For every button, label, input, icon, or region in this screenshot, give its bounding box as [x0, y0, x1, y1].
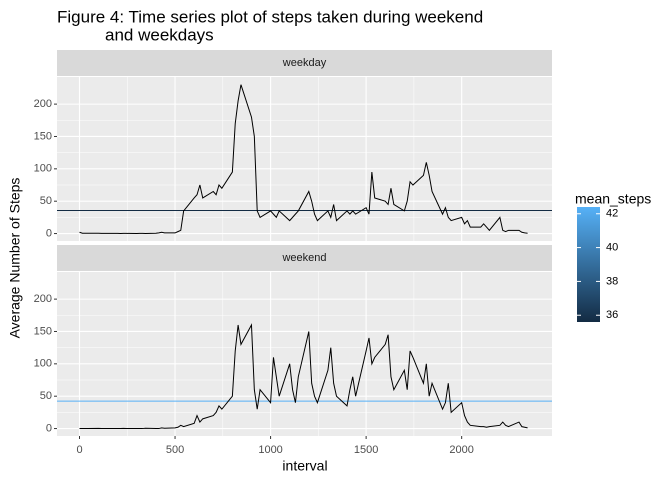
y-tick-label: 0: [46, 227, 52, 239]
colorbar: [577, 207, 600, 322]
strip: [57, 245, 552, 271]
y-tick-label: 200: [34, 98, 52, 110]
legend-tick-label: 40: [606, 241, 618, 253]
x-axis-label: interval: [282, 458, 327, 474]
chart-title: Figure 4: Time series plot of steps take…: [57, 7, 483, 26]
y-tick-label: 0: [46, 422, 52, 434]
legend-title: mean_steps: [575, 191, 651, 207]
legend-tick-label: 38: [606, 275, 618, 287]
panel-background: [57, 272, 552, 436]
y-tick-label: 100: [34, 163, 52, 175]
y-tick-label: 150: [34, 325, 52, 337]
legend-tick-label: 42: [606, 208, 618, 220]
y-tick-label: 200: [34, 293, 52, 305]
y-tick-label: 50: [40, 195, 52, 207]
data-line: [79, 323, 528, 430]
y-tick-label: 150: [34, 130, 52, 142]
x-tick-label: 2000: [449, 444, 473, 456]
legend-tick-label: 36: [606, 309, 618, 321]
x-tick-label: 500: [166, 444, 184, 456]
x-tick-label: 1500: [354, 444, 378, 456]
data-line: [79, 84, 528, 234]
chart-title: and weekdays: [105, 25, 214, 44]
y-axis-label: Average Number of Steps: [7, 178, 23, 339]
strip: [57, 50, 552, 76]
y-tick-label: 50: [40, 390, 52, 402]
panel-background: [57, 77, 552, 241]
y-tick-label: 100: [34, 358, 52, 370]
x-tick-label: 1000: [258, 444, 282, 456]
x-tick-label: 0: [76, 444, 82, 456]
strip-label: weekend: [281, 252, 326, 264]
strip-label: weekday: [282, 57, 327, 69]
